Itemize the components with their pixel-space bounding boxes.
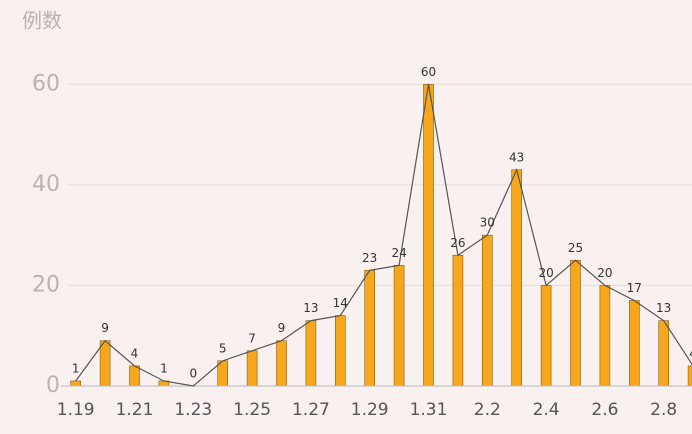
x-tick-label: 1.29 (351, 400, 389, 420)
data-label: 13 (656, 301, 671, 315)
x-tick-label: 2.8 (650, 400, 677, 420)
bar (393, 265, 405, 387)
bar (511, 169, 523, 387)
bar (628, 300, 640, 387)
x-tick-label: 1.21 (116, 400, 154, 420)
bar (481, 234, 493, 387)
x-tick-label: 2.6 (591, 400, 618, 420)
data-label: 7 (248, 331, 256, 345)
x-tick-label: 1.31 (410, 400, 448, 420)
x-tick-label: 2.2 (474, 400, 501, 420)
bar (658, 320, 670, 387)
bar (305, 320, 317, 387)
chart-title: 例数 (22, 9, 62, 33)
data-label: 60 (421, 65, 436, 79)
data-label: 4 (689, 346, 692, 360)
bar (276, 340, 287, 387)
x-tick-label: 1.19 (57, 400, 95, 420)
bar (452, 254, 464, 387)
x-tick-label: 1.25 (233, 400, 271, 420)
x-tick-label: 1.27 (292, 400, 330, 420)
data-label: 5 (219, 341, 227, 355)
x-tick-label: 1.23 (174, 400, 212, 420)
x-tick-label: 2.4 (533, 400, 560, 420)
y-tick-label: 0 (46, 373, 60, 398)
data-label: 9 (101, 321, 109, 335)
y-tick-label: 60 (32, 71, 60, 96)
y-tick-label: 40 (32, 172, 60, 197)
bar (246, 350, 258, 387)
bar (423, 83, 434, 387)
data-label: 30 (480, 216, 495, 230)
data-label: 26 (450, 236, 465, 250)
data-label: 24 (391, 246, 406, 260)
data-label: 20 (538, 266, 553, 280)
data-label: 20 (597, 266, 612, 280)
data-label: 1 (72, 361, 80, 375)
data-label: 1 (160, 361, 168, 375)
bar (70, 380, 81, 387)
bar (129, 365, 140, 387)
bar (570, 259, 581, 387)
data-label: 17 (627, 281, 642, 295)
data-label: 43 (509, 150, 524, 164)
bar (540, 285, 552, 387)
data-label: 23 (362, 251, 377, 265)
bar (687, 365, 692, 387)
data-label: 9 (278, 321, 286, 335)
data-label: 13 (303, 301, 318, 315)
bar (364, 270, 376, 387)
data-label: 14 (333, 296, 348, 310)
y-tick-label: 20 (32, 272, 60, 297)
bar (599, 285, 611, 387)
bar (334, 315, 346, 387)
data-label: 4 (131, 346, 139, 360)
data-label: 25 (568, 241, 583, 255)
bar (99, 340, 111, 387)
data-label: 0 (189, 367, 197, 381)
trend-line (75, 84, 692, 387)
